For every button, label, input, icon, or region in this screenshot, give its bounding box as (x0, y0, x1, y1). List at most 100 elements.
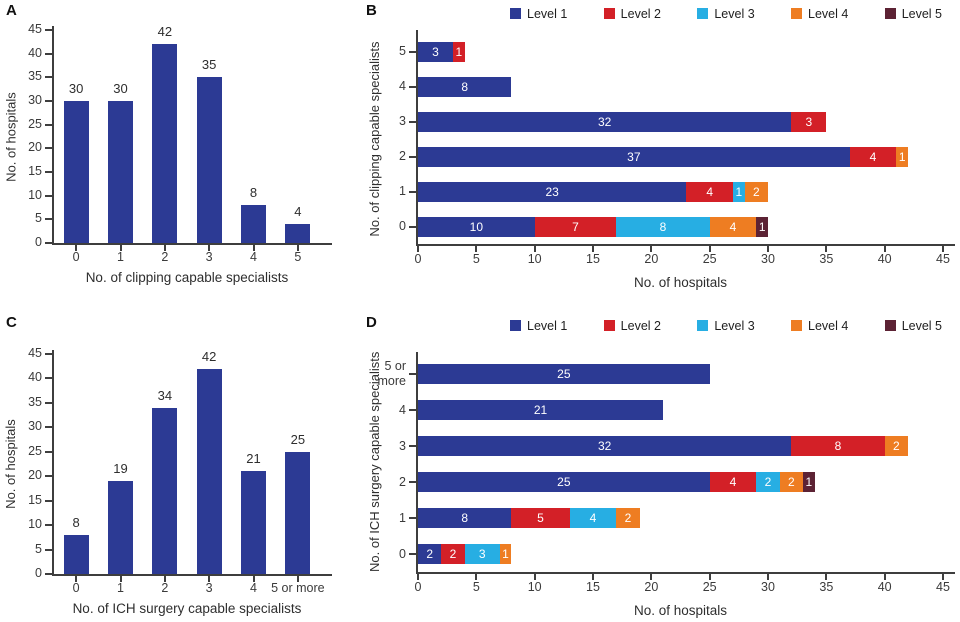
bar-value-label: 30 (68, 81, 84, 96)
segment-value-label: 5 (537, 511, 544, 525)
legend-swatch (510, 8, 521, 19)
x-tick-label: 40 (877, 580, 892, 594)
x-tick (208, 245, 211, 251)
y-category-label: 3 (399, 438, 406, 453)
bar-segment: 3 (464, 544, 500, 564)
bar (241, 471, 266, 574)
y-axis (416, 352, 418, 572)
x-tick-label: 25 (702, 252, 717, 266)
legend-item: Level 4 (791, 319, 848, 333)
segment-value-label: 10 (469, 219, 483, 234)
x-axis (416, 244, 955, 246)
x-tick (475, 246, 478, 252)
legend-swatch (603, 8, 615, 19)
segment-value-label: 4 (869, 149, 877, 164)
bar (241, 205, 266, 243)
segment-value-label: 2 (449, 547, 457, 561)
y-tick (45, 353, 52, 355)
y-tick (45, 377, 52, 380)
legend-item: Level 4 (791, 7, 848, 21)
bar (108, 101, 133, 243)
x-tick-label: 5 (472, 252, 480, 266)
panel-label-b: B (366, 2, 377, 19)
y-tick (409, 85, 416, 88)
legend-label: Level 2 (620, 318, 661, 333)
y-tick (45, 548, 52, 551)
x-tick (119, 576, 122, 582)
y-tick (45, 475, 52, 478)
y-tick (45, 52, 52, 55)
bar-value-label: 19 (113, 461, 128, 477)
y-tick (45, 123, 52, 126)
x-tick (533, 246, 536, 252)
bar-segment: 3 (418, 41, 453, 62)
bar-segment: 21 (418, 400, 663, 420)
legend-label: Level 3 (714, 318, 755, 333)
x-tick-label: 40 (877, 252, 892, 266)
x-tick-label: 45 (936, 252, 950, 266)
x-tick-label: 30 (761, 252, 775, 266)
y-tick (45, 242, 52, 244)
segment-value-label: 4 (589, 511, 597, 525)
segment-value-label: 4 (706, 184, 713, 199)
x-tick (883, 246, 886, 252)
x-tick (825, 574, 828, 580)
x-axis-title: No. of clipping capable specialists (85, 270, 289, 285)
y-tick-label: 45 (28, 346, 42, 360)
y-tick (409, 517, 416, 519)
y-tick (45, 100, 52, 102)
bar-segment: 1 (896, 146, 908, 167)
bar-value-label: 42 (201, 348, 217, 364)
segment-value-label: 3 (805, 114, 813, 129)
y-tick (409, 553, 416, 555)
bar-value-label: 34 (157, 387, 173, 403)
y-category-label: 5 (399, 44, 406, 58)
y-tick-label: 15 (28, 492, 42, 507)
x-tick (475, 574, 478, 580)
segment-value-label: 8 (834, 439, 842, 453)
bar-value-label: 8 (249, 185, 258, 201)
segment-value-label: 2 (426, 547, 433, 561)
x-category-label: 3 (205, 581, 213, 595)
bar-value-label: 8 (72, 514, 80, 530)
x-tick (119, 245, 122, 251)
y-tick (409, 445, 416, 447)
x-tick (708, 574, 711, 580)
legend-item: Level 1 (510, 7, 567, 21)
y-tick-label: 20 (28, 468, 42, 483)
segment-value-label: 21 (533, 403, 548, 417)
legend-swatch (884, 8, 896, 19)
bar-segment: 1 (453, 41, 465, 62)
x-tick (252, 245, 255, 251)
legend-swatch (791, 320, 803, 331)
x-category-label: 2 (161, 250, 169, 264)
y-tick-label: 5 (35, 541, 42, 556)
x-tick (296, 245, 299, 251)
legend-swatch (884, 320, 896, 331)
bar-segment: 4 (569, 508, 617, 528)
bar-segment: 25 (418, 472, 710, 492)
segment-value-label: 4 (729, 475, 737, 489)
x-tick-label: 5 (472, 580, 480, 594)
legend-item: Level 5 (884, 7, 942, 21)
y-tick-label: 25 (28, 116, 42, 131)
legend-swatch (697, 320, 709, 331)
y-tick (409, 155, 416, 158)
bar-segment: 4 (709, 216, 757, 237)
y-tick (409, 190, 416, 193)
segment-value-label: 2 (752, 184, 760, 199)
y-category-label: 1 (399, 184, 406, 198)
y-tick (45, 426, 52, 429)
segment-value-label: 3 (432, 44, 439, 59)
y-tick (409, 409, 416, 411)
bar-segment: 1 (756, 216, 768, 237)
x-axis (416, 572, 955, 574)
x-category-label: 0 (72, 250, 80, 264)
x-tick-label: 0 (414, 252, 422, 266)
x-tick (650, 246, 653, 252)
y-tick (45, 573, 52, 575)
bar-value-label: 35 (201, 57, 217, 73)
bar-value-label: 21 (246, 451, 261, 467)
y-axis (52, 26, 54, 243)
bar (63, 101, 89, 243)
